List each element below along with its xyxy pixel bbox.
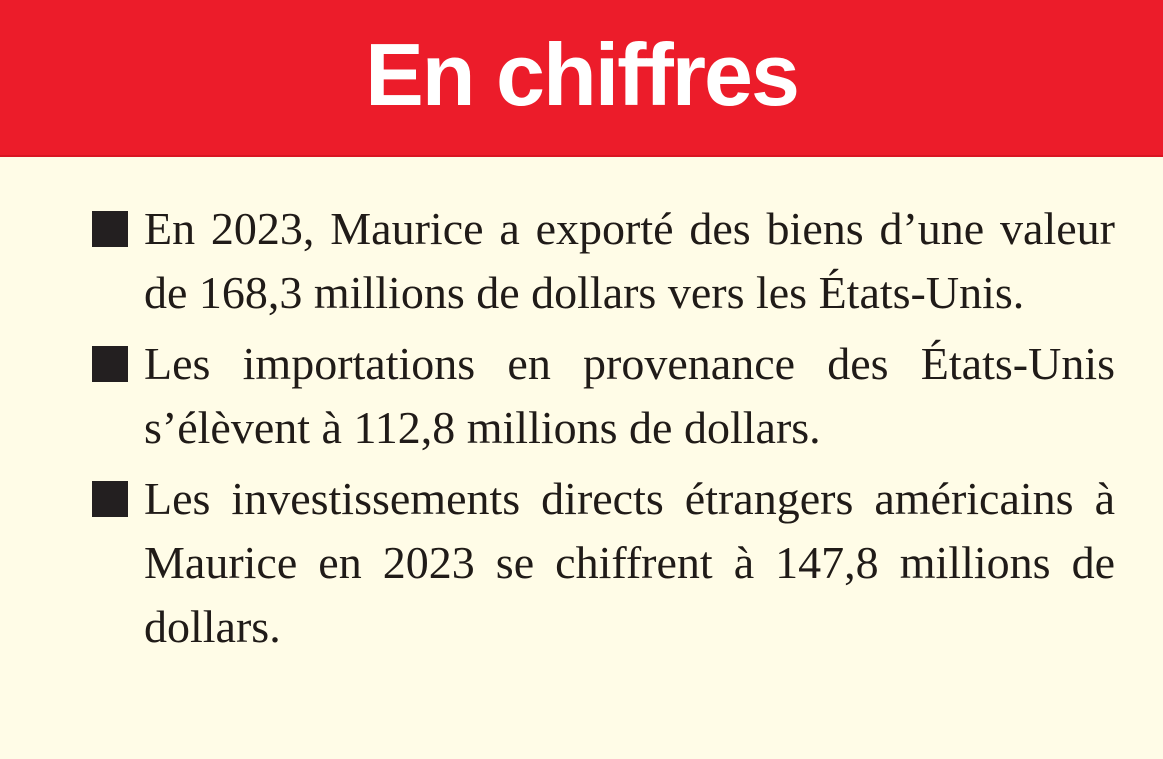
list-item-text: En 2023, Maurice a exporté des biens d’u… bbox=[144, 203, 1115, 318]
list-item: Les importations en provenance des États… bbox=[92, 332, 1115, 460]
list-item-text: Les investissements directs étrangers am… bbox=[144, 473, 1115, 652]
header-bar: En chiffres bbox=[0, 0, 1163, 157]
stats-list: En 2023, Maurice a exporté des biens d’u… bbox=[0, 157, 1163, 659]
list-item: En 2023, Maurice a exporté des biens d’u… bbox=[92, 197, 1115, 325]
page-title: En chiffres bbox=[365, 24, 800, 124]
bullet-square-icon bbox=[92, 346, 128, 382]
list-item: Les investissements directs étrangers am… bbox=[92, 467, 1115, 659]
bullet-square-icon bbox=[92, 211, 128, 247]
bullet-square-icon bbox=[92, 481, 128, 517]
list-item-text: Les importations en provenance des États… bbox=[144, 338, 1115, 453]
